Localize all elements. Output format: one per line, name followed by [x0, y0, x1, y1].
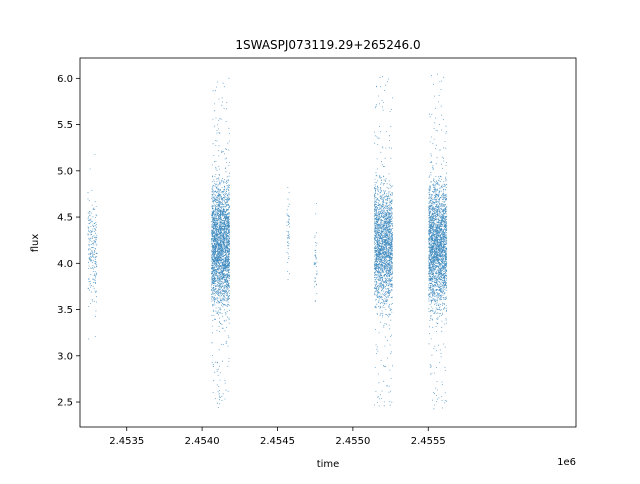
y-tick-label: 4.5 — [57, 213, 73, 224]
plot-frame — [79, 57, 577, 428]
x-axis-label: time — [317, 459, 340, 470]
y-tick-label: 3.0 — [57, 351, 73, 362]
chart-title: 1SWASPJ073119.29+265246.0 — [235, 38, 420, 52]
x-tick-label: 2.4535 — [109, 436, 144, 447]
y-tick-label: 5.0 — [57, 166, 73, 177]
data-points — [87, 73, 448, 410]
x-tick-label: 2.4540 — [185, 436, 220, 447]
y-axis-label: flux — [30, 234, 41, 253]
y-tick-label: 4.0 — [57, 259, 73, 270]
x-tick-label: 2.4555 — [411, 436, 446, 447]
x-tick-label: 2.4545 — [260, 436, 295, 447]
y-tick-label: 2.5 — [57, 398, 73, 409]
y-tick-label: 6.0 — [57, 74, 73, 85]
y-tick-label: 5.5 — [57, 120, 73, 131]
x-axis-offset-label: 1e6 — [557, 457, 576, 468]
x-tick-label: 2.4550 — [335, 436, 370, 447]
flux-points — [87, 73, 448, 410]
axes: 2.4535 2.4540 2.4545 2.4550 2.4555 2.5 3.0 3.5 4… — [57, 57, 577, 447]
y-tick-label: 3.5 — [57, 305, 73, 316]
